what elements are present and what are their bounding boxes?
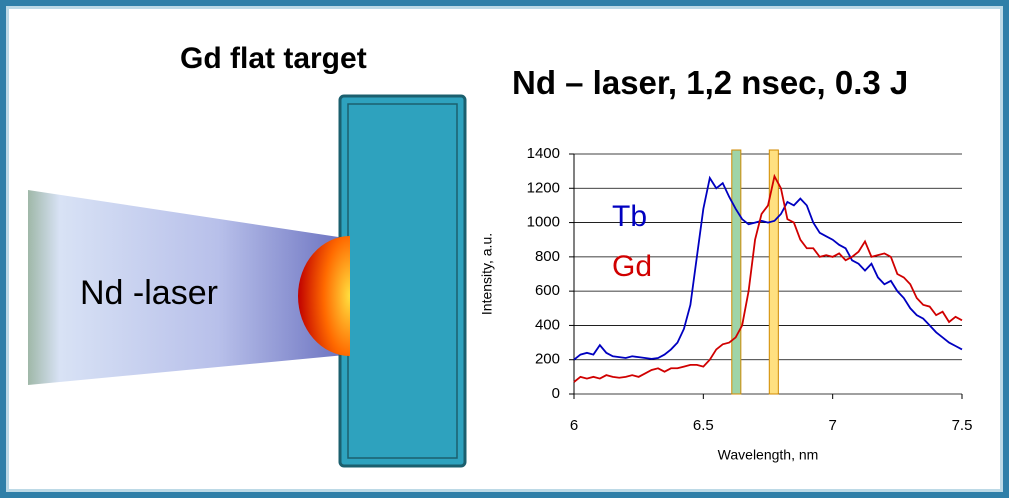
highlight-band [769,150,778,394]
slide: Gd flat target Nd -laser Nd – laser, 1,2… [0,0,1009,498]
x-tick-label: 7.5 [952,417,973,434]
x-tick-label: 6.5 [693,417,714,434]
y-tick-label: 400 [535,316,560,333]
highlight-band [732,150,741,394]
y-axis-label: Intensity, a.u. [479,233,495,315]
y-tick-label: 1200 [527,179,560,196]
y-tick-label: 1000 [527,214,560,231]
x-tick-label: 7 [828,417,836,434]
y-tick-label: 800 [535,248,560,265]
y-tick-label: 1400 [527,145,560,162]
y-tick-label: 0 [552,385,560,402]
x-axis-label: Wavelength, nm [718,447,819,463]
legend-label: Gd [612,250,652,283]
y-tick-label: 600 [535,282,560,299]
y-tick-label: 200 [535,351,560,368]
x-tick-label: 6 [570,417,578,434]
legend-label: Tb [612,200,647,233]
chart: 0 200 400 600 800 1000 1200 1400 6 6.5 7 7.5 Wavelen… [0,0,1009,498]
